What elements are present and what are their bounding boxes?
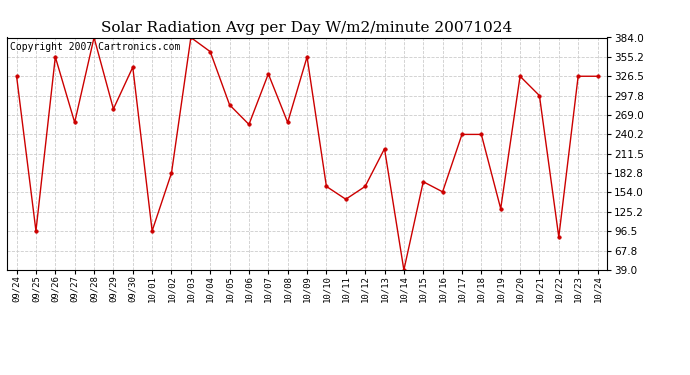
Title: Solar Radiation Avg per Day W/m2/minute 20071024: Solar Radiation Avg per Day W/m2/minute …	[101, 21, 513, 35]
Text: Copyright 2007 Cartronics.com: Copyright 2007 Cartronics.com	[10, 42, 180, 52]
